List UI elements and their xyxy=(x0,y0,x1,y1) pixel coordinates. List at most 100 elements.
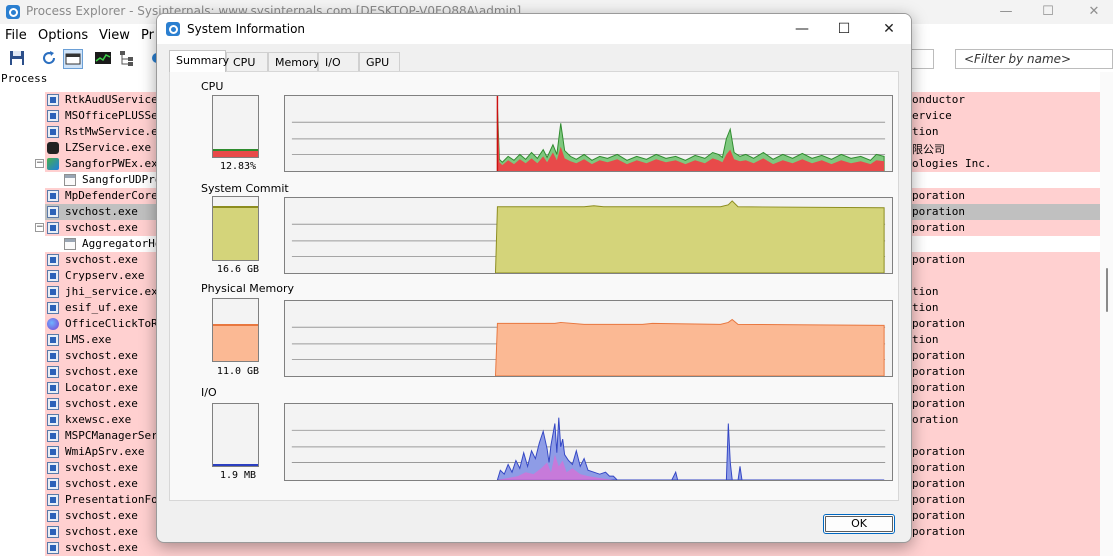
process-row[interactable]: SangforUDProt xyxy=(0,172,1100,188)
service-icon xyxy=(47,478,59,490)
service-icon xyxy=(47,350,59,362)
process-company: tion xyxy=(912,301,939,314)
scrollbar-thumb[interactable] xyxy=(1106,268,1108,312)
cpu-label: CPU xyxy=(201,80,224,93)
menu-process[interactable]: Pr xyxy=(141,28,154,43)
process-name: svchost.exe xyxy=(65,461,138,474)
close-button[interactable]: ✕ xyxy=(1088,4,1100,19)
office-icon xyxy=(47,318,59,330)
window-icon[interactable] xyxy=(63,49,83,69)
commit-value: 16.6 GB xyxy=(216,264,260,275)
graph-grid xyxy=(291,121,886,155)
process-explorer-icon xyxy=(166,22,180,36)
process-name: svchost.exe xyxy=(65,221,138,234)
menu-options[interactable]: Options xyxy=(38,28,89,43)
row-highlight xyxy=(912,204,1100,220)
row-highlight xyxy=(912,380,1100,396)
service-icon xyxy=(47,462,59,474)
row-highlight xyxy=(912,140,1100,156)
service-icon xyxy=(47,206,59,218)
process-name: LMS.exe xyxy=(65,333,112,346)
cpu-history-graph xyxy=(284,95,893,172)
process-name: AggregatorHos xyxy=(82,237,169,250)
row-highlight xyxy=(912,492,1100,508)
row-highlight xyxy=(912,268,1100,284)
cpu-user-area xyxy=(497,97,885,171)
process-name: SangforUDProt xyxy=(82,173,169,186)
process-name: svchost.exe xyxy=(65,349,138,362)
tree-icon[interactable] xyxy=(118,49,138,69)
service-icon xyxy=(47,110,59,122)
physical-memory-meter xyxy=(212,298,259,362)
service-icon xyxy=(47,430,59,442)
menu-view[interactable]: View xyxy=(99,28,130,43)
commit-history-graph xyxy=(284,197,893,274)
process-company: poration xyxy=(912,445,965,458)
vertical-scrollbar[interactable] xyxy=(1100,72,1113,556)
lz-icon xyxy=(47,142,59,154)
sangfor-icon xyxy=(47,158,59,170)
process-name: esif_uf.exe xyxy=(65,301,138,314)
row-highlight xyxy=(912,428,1100,444)
process-name: svchost.exe xyxy=(65,397,138,410)
tab-gpu[interactable]: GPU xyxy=(359,52,400,72)
row-highlight xyxy=(912,540,1100,556)
row-highlight xyxy=(912,476,1100,492)
tab-summary[interactable]: Summary xyxy=(169,50,229,72)
service-icon xyxy=(47,446,59,458)
process-company: poration xyxy=(912,221,965,234)
process-row[interactable]: svchost.exe xyxy=(0,540,1100,556)
row-highlight xyxy=(912,508,1100,524)
row-highlight xyxy=(912,524,1100,540)
process-company: poration xyxy=(912,253,965,266)
commit-meter-fill xyxy=(213,206,258,260)
process-name: svchost.exe xyxy=(65,541,138,554)
process-company: tion xyxy=(912,333,939,346)
service-icon xyxy=(47,510,59,522)
window-icon xyxy=(64,174,76,186)
process-company: poration xyxy=(912,493,965,506)
process-company: poration xyxy=(912,365,965,378)
service-icon xyxy=(47,366,59,378)
cpu-value: 12.83% xyxy=(219,161,257,172)
collapse-toggle[interactable]: − xyxy=(35,158,44,168)
tab-cpu[interactable]: CPU xyxy=(226,52,268,72)
row-highlight xyxy=(912,284,1100,300)
service-icon xyxy=(47,526,59,538)
minimize-button[interactable]: — xyxy=(999,4,1013,19)
summary-panel: CPU 12.83% System Commit 16.6 GB Physica… xyxy=(169,71,899,501)
dialog-title: System Information xyxy=(187,22,306,36)
maximize-button[interactable]: ☐ xyxy=(1042,4,1054,19)
menu-file[interactable]: File xyxy=(5,28,27,43)
io-history-graph xyxy=(284,403,893,481)
io-meter xyxy=(212,403,259,467)
process-name: OfficeClickToRu xyxy=(65,317,165,330)
process-name: svchost.exe xyxy=(65,509,138,522)
dialog-maximize-button[interactable]: ☐ xyxy=(837,21,851,37)
collapse-toggle[interactable]: − xyxy=(35,222,44,232)
process-company: poration xyxy=(912,205,965,218)
process-name: jhi_service.exe xyxy=(65,285,165,298)
refresh-icon[interactable] xyxy=(40,49,60,69)
tab-io[interactable]: I/O xyxy=(318,52,359,72)
toolbar-box xyxy=(912,49,934,69)
physical-memory-meter-fill xyxy=(213,323,258,361)
dialog-close-button[interactable]: ✕ xyxy=(883,21,895,37)
tab-memory[interactable]: Memory xyxy=(268,52,320,72)
process-company: poration xyxy=(912,477,965,490)
dialog-minimize-button[interactable]: — xyxy=(795,21,809,37)
row-highlight xyxy=(912,108,1100,124)
graph-grid xyxy=(291,429,886,463)
cpu-graph-icon[interactable] xyxy=(94,49,114,69)
process-row[interactable]: AggregatorHos xyxy=(0,236,1100,252)
ok-button[interactable]: OK xyxy=(823,514,895,534)
service-icon xyxy=(47,286,59,298)
row-highlight xyxy=(45,540,912,556)
process-column-header[interactable]: Process xyxy=(1,72,48,85)
save-icon[interactable] xyxy=(8,49,28,69)
filter-input[interactable]: <Filter by name> xyxy=(955,49,1113,69)
service-icon xyxy=(47,302,59,314)
row-highlight xyxy=(912,124,1100,140)
row-highlight xyxy=(912,460,1100,476)
process-name: MSPCManagerServ xyxy=(65,429,165,442)
